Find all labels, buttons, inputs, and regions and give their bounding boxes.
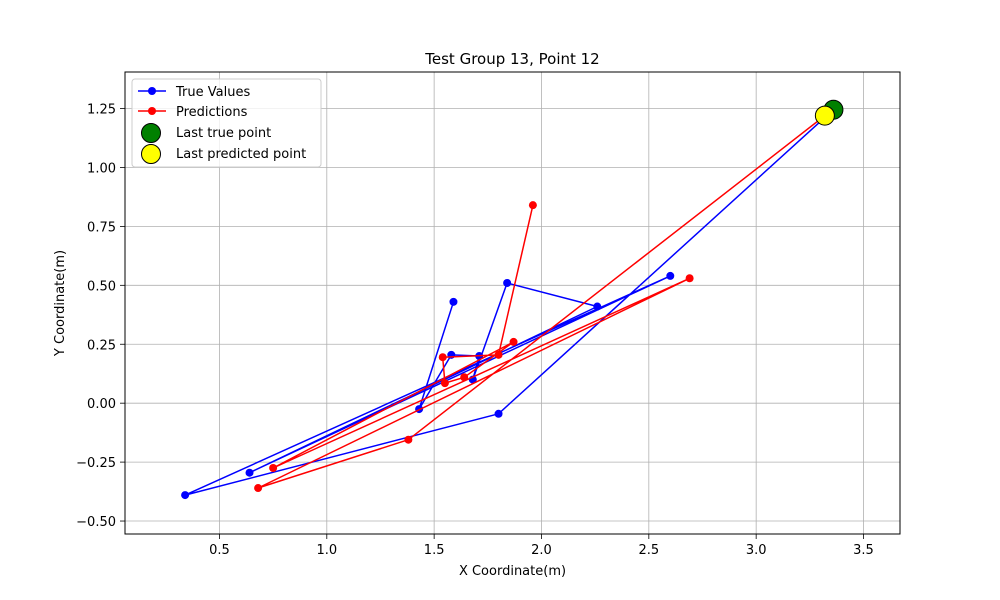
- legend-label-pred: Predictions: [176, 105, 248, 120]
- legend-true-marker: [148, 87, 156, 95]
- legend-last-pred-marker: [141, 144, 161, 164]
- legend-label-last-true: Last true point: [176, 126, 271, 141]
- y-axis-label: Y Coordinate(m): [53, 250, 68, 357]
- data-point-pred: [254, 484, 263, 493]
- data-point-true: [494, 409, 503, 418]
- data-point-pred: [440, 379, 449, 388]
- data-point-pred: [509, 337, 518, 346]
- legend-last-true-marker: [141, 123, 161, 143]
- legend-label-last-pred: Last predicted point: [176, 147, 306, 162]
- y-tick-label: −0.25: [76, 456, 116, 471]
- data-point-pred: [438, 353, 447, 362]
- y-tick-label: 1.25: [87, 103, 116, 118]
- data-point-pred: [528, 201, 537, 210]
- y-tick-label: 0.75: [87, 220, 116, 235]
- data-point-true: [666, 271, 675, 280]
- legend: True Values Predictions Last true point …: [131, 78, 322, 168]
- x-axis-label: X Coordinate(m): [459, 564, 566, 579]
- y-tick-label: 1.00: [87, 161, 116, 176]
- series-line-true: [184, 109, 834, 496]
- axis-ticks: 0.5 1.0 1.5 2.0 2.5 3.0 3.5 −0.50 −0.25 0.00 0.25 0…: [76, 103, 874, 558]
- y-tick-label: 0.50: [87, 279, 116, 294]
- y-tick-label: −0.50: [76, 515, 116, 530]
- x-tick-label: 2.5: [638, 543, 659, 558]
- legend-box: [131, 78, 322, 168]
- x-tick-label: 0.5: [209, 543, 230, 558]
- legend-pred-marker: [148, 107, 156, 115]
- plot-frame: [124, 71, 901, 535]
- data-point-pred: [404, 435, 413, 444]
- data-point-true: [245, 468, 254, 477]
- x-tick-label: 3.5: [853, 543, 874, 558]
- data-point-pred: [460, 373, 469, 382]
- y-tick-label: 0.00: [87, 397, 116, 412]
- last-predicted-point: [814, 105, 835, 126]
- data-point-true: [449, 297, 458, 306]
- x-tick-label: 2.0: [531, 543, 552, 558]
- x-tick-label: 1.0: [316, 543, 337, 558]
- y-tick-label: 0.25: [87, 338, 116, 353]
- series-layer: [181, 99, 844, 500]
- chart-title: Test Group 13, Point 12: [424, 50, 599, 68]
- data-point-pred: [494, 350, 503, 359]
- data-point-pred: [685, 274, 694, 283]
- data-point-true: [503, 278, 512, 287]
- x-tick-label: 1.5: [424, 543, 445, 558]
- legend-label-true: True Values: [175, 85, 250, 100]
- x-tick-label: 3.0: [746, 543, 767, 558]
- data-point-pred: [269, 464, 278, 472]
- data-point-true: [181, 491, 190, 500]
- data-point-true: [593, 302, 602, 311]
